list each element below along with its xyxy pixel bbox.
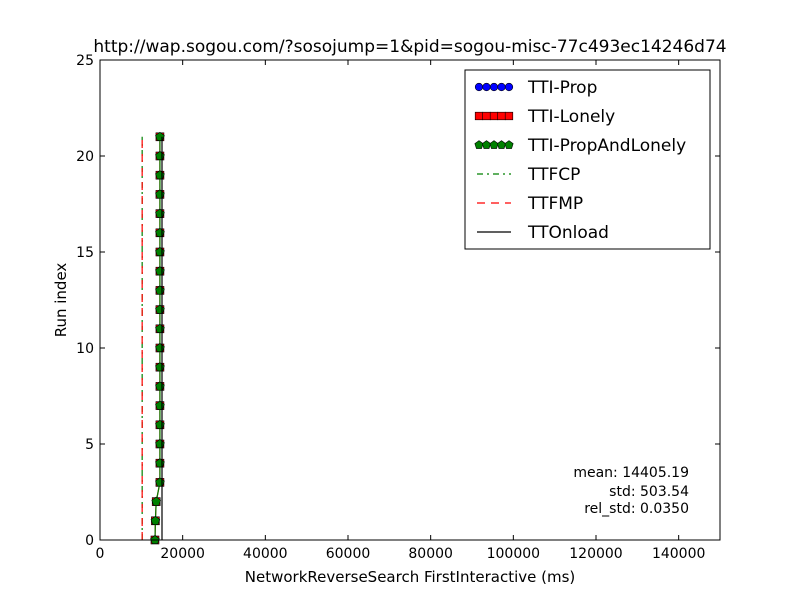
legend-marker — [496, 140, 507, 149]
x-axis-label: NetworkReverseSearch FirstInteractive (m… — [245, 568, 576, 586]
legend-marker — [489, 82, 499, 92]
x-tick-label: 40000 — [243, 546, 288, 562]
legend-marker — [474, 140, 484, 149]
legend-marker — [489, 111, 499, 121]
y-tick-label: 0 — [85, 533, 94, 549]
legend-marker — [497, 82, 506, 92]
y-tick-label: 10 — [76, 341, 94, 357]
legend-label: TTFCP — [527, 165, 580, 185]
y-axis-label: Run index — [52, 263, 70, 338]
legend-item-tti-propandlonely: TTI-PropAndLonely — [474, 136, 686, 156]
legend-marker — [474, 82, 484, 92]
legend-label: TTI-PropAndLonely — [527, 136, 686, 156]
legend-item-ttonload: TTOnload — [477, 223, 609, 243]
data-point-tti-propandlonely — [150, 515, 161, 525]
x-tick-label: 20000 — [160, 546, 205, 562]
legend-label: TTOnload — [527, 223, 609, 243]
x-tick-label: 60000 — [326, 546, 371, 562]
legend-marker — [482, 82, 491, 92]
x-tick-label: 120000 — [569, 546, 622, 562]
y-tick-label: 25 — [76, 53, 94, 69]
legend-marker — [489, 140, 499, 149]
stat-std: std: 503.54 — [609, 484, 689, 500]
y-tick-label: 20 — [76, 149, 94, 165]
stat-mean: mean: 14405.19 — [573, 465, 689, 481]
legend-label: TTFMP — [527, 194, 583, 214]
x-tick-label: 80000 — [408, 546, 453, 562]
series-line-tti-propandlonely — [154, 136, 161, 541]
y-tick-label: 5 — [85, 437, 94, 453]
legend-marker — [497, 111, 506, 121]
plot-frame — [99, 59, 721, 541]
legend-marker — [504, 82, 514, 92]
legend-marker — [504, 111, 514, 121]
data-point-tti-propandlonely — [151, 496, 161, 506]
legend-marker — [481, 140, 492, 149]
legend-box — [464, 69, 711, 250]
y-tick-label: 15 — [76, 245, 94, 261]
legend-item-tti-lonely: TTI-Lonely — [474, 107, 615, 127]
legend-marker — [482, 111, 491, 121]
legend-label: TTI-Lonely — [527, 107, 615, 127]
legend-marker — [474, 111, 484, 121]
legend-item-ttfcp: TTFCP — [477, 165, 580, 185]
stat-rel-std: rel_std: 0.0350 — [584, 501, 689, 517]
x-tick-label: 140000 — [652, 546, 705, 562]
x-tick-label: 100000 — [487, 546, 540, 562]
legend-label: TTI-Prop — [527, 78, 597, 98]
chart-title: http://wap.sogou.com/?sosojump=1&pid=sog… — [93, 37, 726, 57]
x-tick-label: 0 — [96, 546, 105, 562]
legend-marker — [504, 140, 514, 149]
legend-item-ttfmp: TTFMP — [477, 194, 583, 214]
legend-item-tti-prop: TTI-Prop — [474, 78, 597, 98]
legend: TTI-Prop TTI-Lonely TTI-PropAndLonely TTFCP… — [464, 69, 711, 250]
